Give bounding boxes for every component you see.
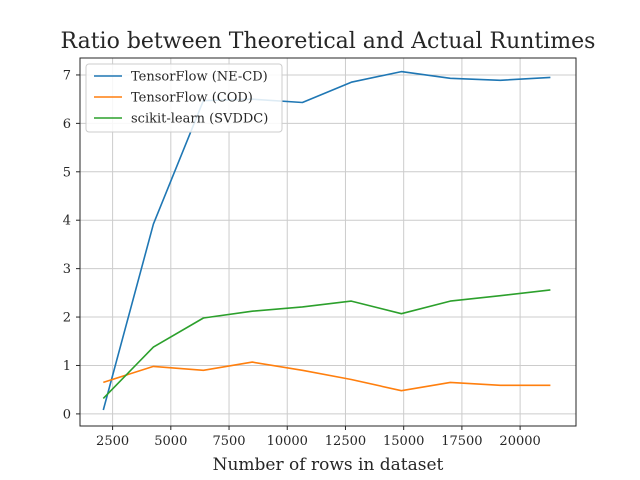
y-tick-label: 4: [63, 214, 71, 229]
series-line-1: [102, 70, 551, 411]
legend: TensorFlow (NE-CD) TensorFlow (COD) scikit…: [85, 63, 283, 133]
x-tick-label: 5000: [154, 434, 187, 449]
series-line-2: [103, 361, 551, 392]
legend-entry: TensorFlow (COD): [131, 91, 253, 106]
y-tick-label: 1: [63, 359, 71, 374]
y-tick-label: 2: [63, 311, 71, 326]
grid: [80, 58, 576, 426]
x-axis-label: Number of rows in dataset: [213, 455, 444, 475]
series-lines: [102, 70, 551, 411]
x-tick-label: 15000: [383, 434, 424, 449]
plot-frame: [79, 57, 577, 427]
y-tick-label: 3: [63, 262, 71, 277]
chart-title: Ratio between Theoretical and Actual Run…: [61, 29, 596, 54]
axis-ticks: 2500 5000 7500 10000 12500 15000 17500 20000 0 1 2…: [63, 68, 541, 449]
y-tick-label: 6: [63, 117, 71, 132]
x-tick-label: 20000: [499, 434, 540, 449]
y-tick-label: 5: [63, 165, 71, 180]
x-tick-label: 17500: [441, 434, 482, 449]
series-line-3: [102, 289, 551, 399]
legend-entry: TensorFlow (NE-CD): [131, 70, 268, 85]
x-tick-label: 7500: [212, 434, 245, 449]
y-tick-label: 7: [63, 68, 71, 83]
x-tick-label: 10000: [267, 434, 308, 449]
legend-entry: scikit-learn (SVDDC): [131, 112, 268, 127]
y-tick-label: 0: [63, 407, 71, 422]
x-tick-label: 12500: [325, 434, 366, 449]
legend-box: [85, 63, 283, 133]
x-tick-label: 2500: [96, 434, 129, 449]
